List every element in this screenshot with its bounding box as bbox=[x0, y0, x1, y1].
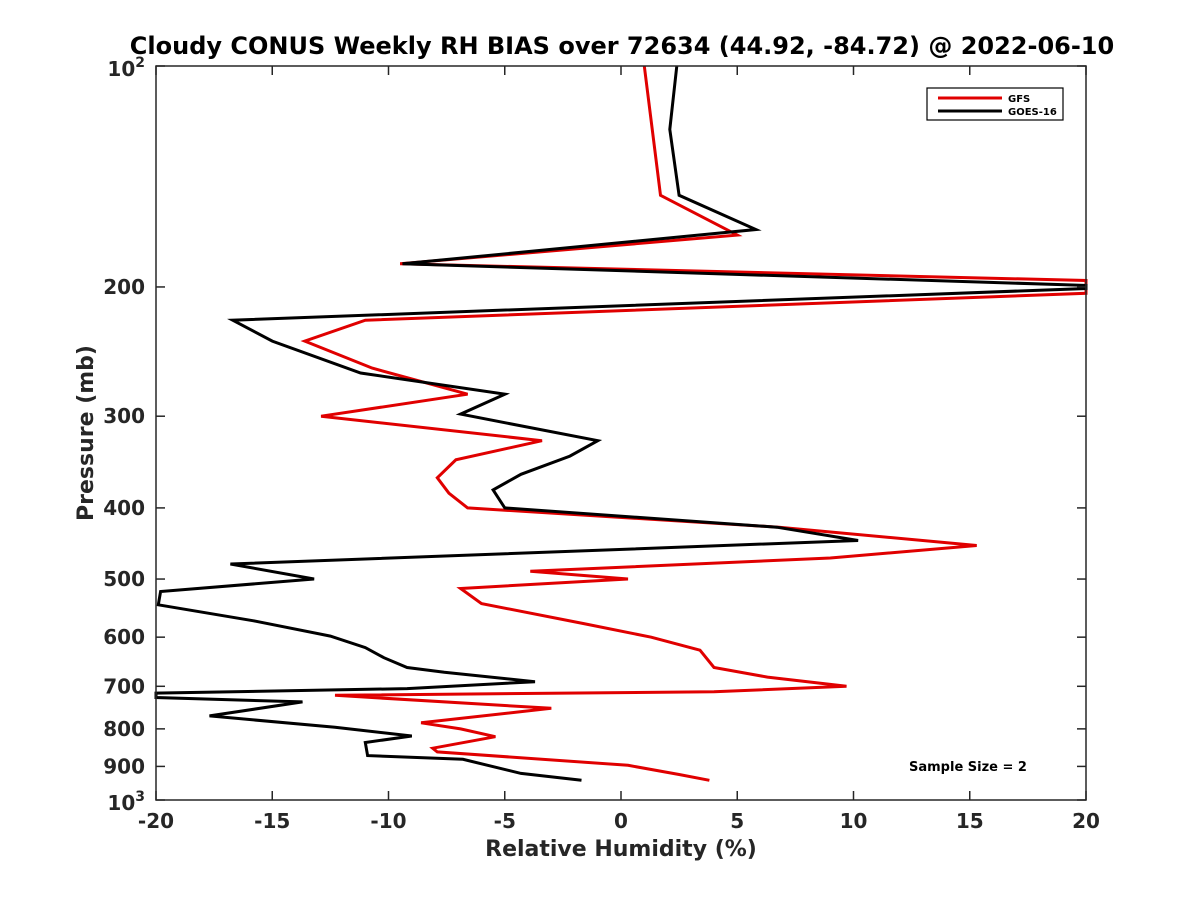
series-line-gfs bbox=[300, 65, 1088, 782]
x-axis-ticks: -20 -15 -10 -5 0 5 10 15 20 bbox=[138, 66, 1100, 833]
y-tick-label: 102 bbox=[107, 55, 145, 81]
sample-size-annotation: Sample Size = 2 bbox=[909, 760, 1027, 775]
x-tick-label: -15 bbox=[254, 809, 290, 833]
x-tick-label: 15 bbox=[956, 809, 984, 833]
y-tick-label: 900 bbox=[103, 754, 145, 778]
chart-title: Cloudy CONUS Weekly RH BIAS over 72634 (… bbox=[130, 32, 1114, 60]
x-axis-label: Relative Humidity (%) bbox=[485, 837, 757, 862]
x-tick-label: 5 bbox=[730, 809, 744, 833]
x-tick-label: -5 bbox=[494, 809, 516, 833]
legend-label: GFS bbox=[1008, 94, 1030, 105]
y-tick-label: 400 bbox=[103, 496, 145, 520]
legend-box bbox=[926, 87, 1064, 121]
legend: GFS GOES-16 bbox=[926, 87, 1064, 121]
x-tick-label: -20 bbox=[138, 809, 174, 833]
y-axis-ticks: 102 200 300 400 500 600 700 800 900 103 bbox=[103, 55, 1086, 815]
y-tick-label: 500 bbox=[103, 567, 145, 591]
y-tick-label: 800 bbox=[103, 717, 145, 741]
x-tick-label: -10 bbox=[370, 809, 406, 833]
y-tick-label: 103 bbox=[107, 789, 145, 815]
y-axis-label: Pressure (mb) bbox=[74, 345, 99, 521]
y-tick-label: 700 bbox=[103, 674, 145, 698]
x-tick-label: 10 bbox=[840, 809, 868, 833]
y-tick-label: 200 bbox=[103, 275, 145, 299]
y-tick-label: 600 bbox=[103, 625, 145, 649]
y-tick-label: 300 bbox=[103, 404, 145, 428]
series-line-goes-16 bbox=[154, 65, 1088, 782]
legend-label: GOES-16 bbox=[1008, 107, 1057, 118]
series-layer bbox=[154, 65, 1088, 782]
x-tick-label: 20 bbox=[1072, 809, 1100, 833]
x-tick-label: 0 bbox=[614, 809, 628, 833]
